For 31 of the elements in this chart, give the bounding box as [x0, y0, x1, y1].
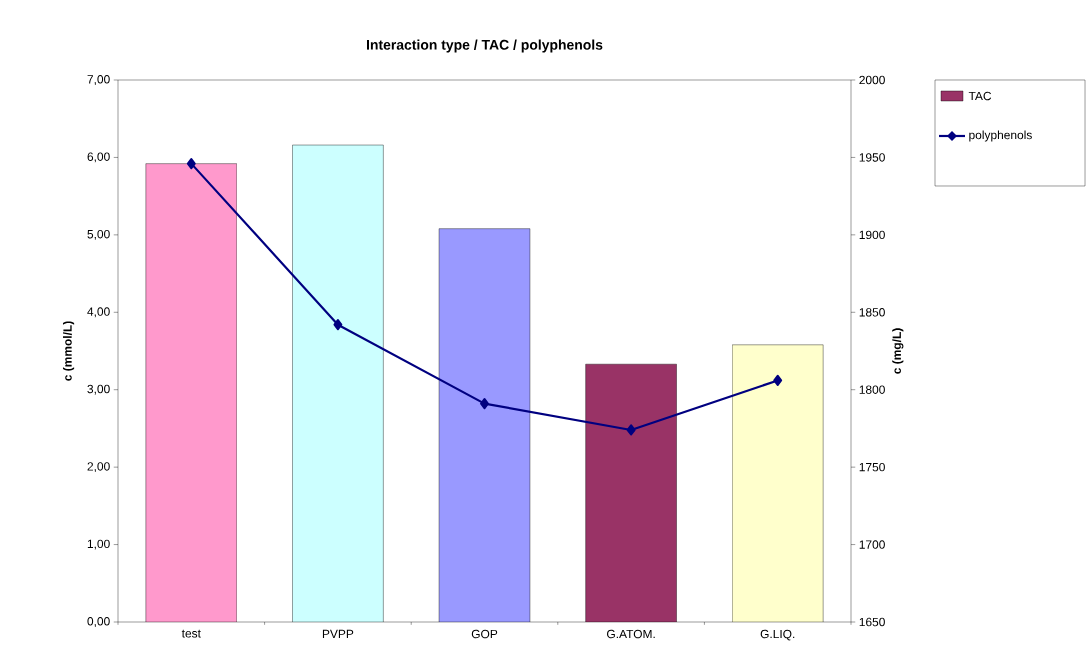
- x-tick-label: G.LIQ.: [760, 629, 795, 641]
- y2-axis-title: c (mg/L): [892, 328, 904, 374]
- y2-tick-label: 1750: [859, 462, 885, 472]
- y-tick-label: 5,00: [87, 229, 110, 240]
- y2-tick-label: 1650: [859, 617, 885, 627]
- x-tick-label: PVPP: [322, 629, 354, 638]
- y-axis-title: c (mmol/L): [62, 321, 75, 381]
- y-tick-label: 2,00: [87, 462, 110, 473]
- y-tick-label: 0,00: [87, 617, 110, 627]
- y-tick-label: 1,00: [87, 539, 110, 550]
- point: [480, 398, 489, 410]
- chart-title: Interaction type / TAC / polyphenols: [367, 39, 603, 53]
- point: [626, 424, 636, 436]
- x-tick-label: test: [181, 629, 201, 638]
- x-tick-label: G.ATOM.: [607, 629, 655, 639]
- y2-tick-label: 1700: [859, 540, 885, 549]
- y2-tick-label: 1800: [859, 385, 885, 394]
- y-tick-label: 4,00: [87, 307, 110, 318]
- y-tick-label: 6,00: [87, 152, 110, 163]
- point: [186, 158, 196, 170]
- legend-label: polyphenols: [969, 130, 1032, 142]
- y2-tick-label: 1900: [859, 230, 885, 240]
- y2-tick-label: 1850: [859, 308, 885, 317]
- y-tick-label: 7,00: [87, 75, 110, 85]
- point: [773, 374, 783, 386]
- legend-label: TAC: [968, 91, 992, 101]
- y2-tick-label: 2000: [859, 75, 885, 85]
- y-tick-label: 3,00: [87, 384, 110, 395]
- y2-tick-label: 1950: [859, 153, 885, 162]
- x-tick-label: GOP: [471, 629, 498, 639]
- point: [333, 319, 343, 331]
